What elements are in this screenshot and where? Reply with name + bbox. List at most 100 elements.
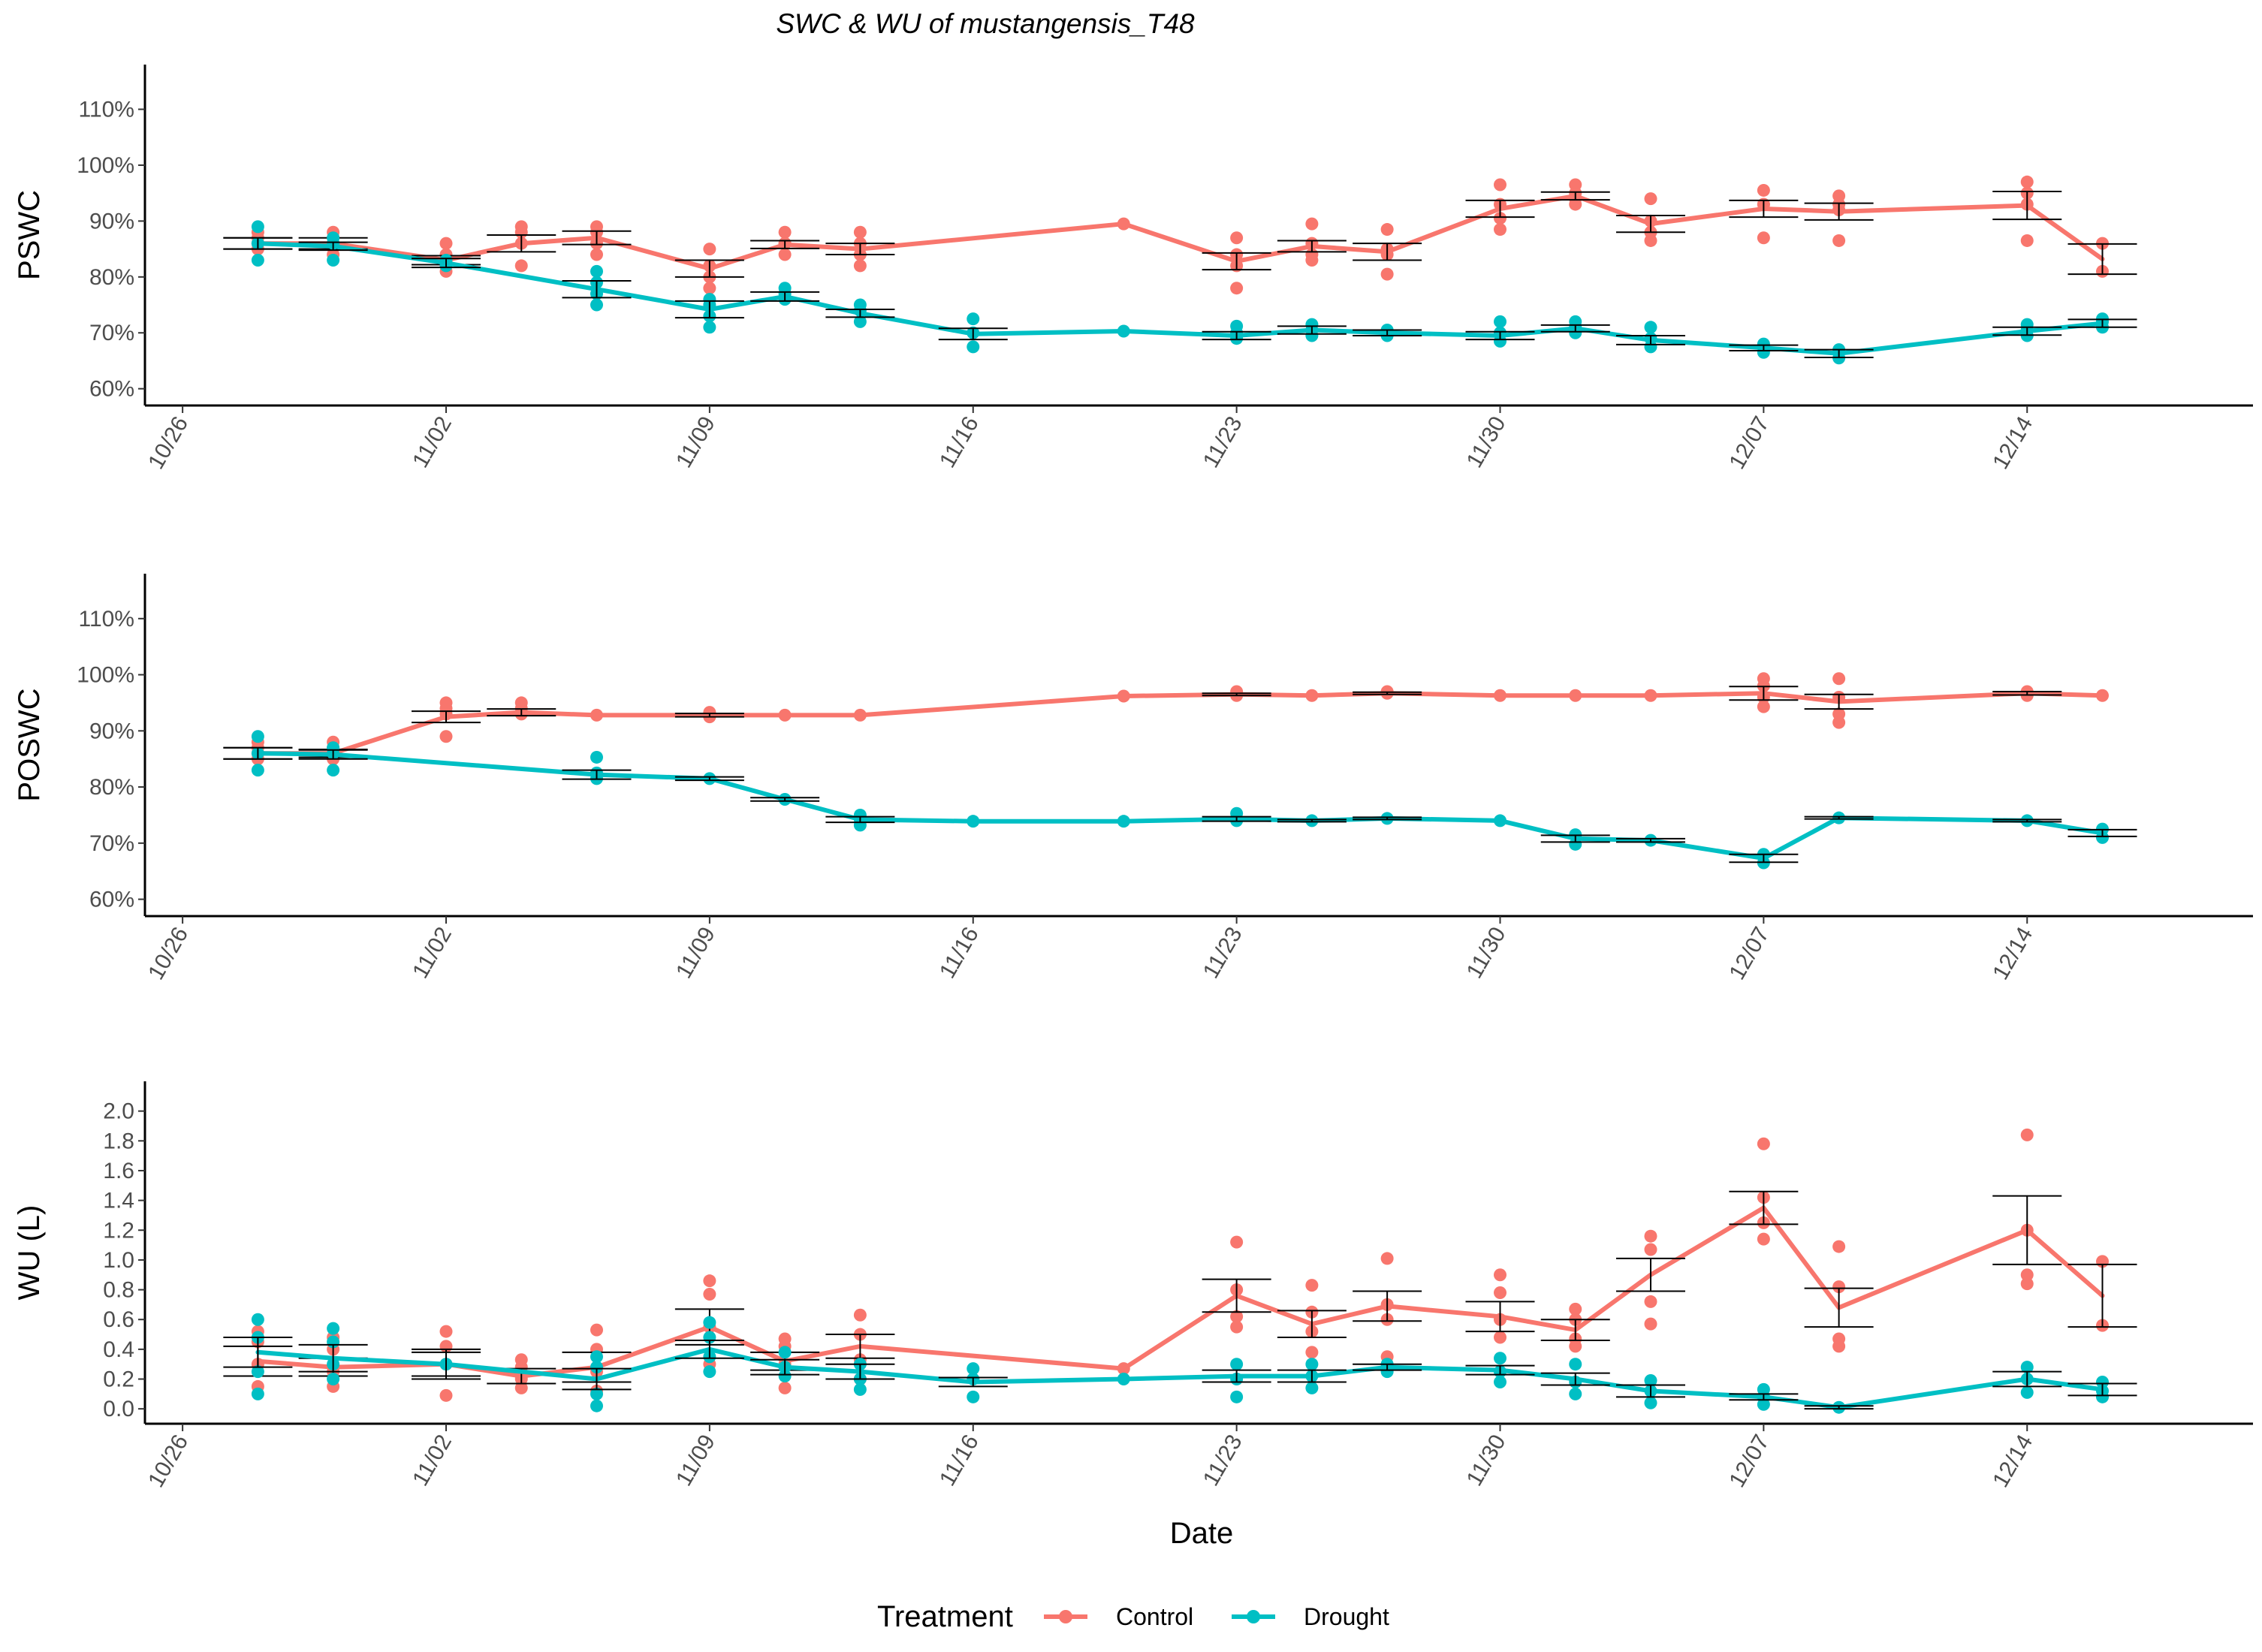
- series-line: [255, 1346, 2105, 1410]
- y-tick-label: 100%: [77, 153, 134, 178]
- legend-label: Drought: [1304, 1603, 1389, 1630]
- panel-2: 60% 70% 80% 90% 100% 110% POSWC 10/26 11/02 11/09…: [13, 574, 2253, 984]
- error-bar: [562, 230, 632, 246]
- data-point: [439, 1388, 453, 1402]
- data-point: [590, 1399, 603, 1412]
- data-point: [1230, 282, 1244, 295]
- data-point: [1230, 1310, 1244, 1323]
- legend: Treatment Control Drought: [877, 1600, 1389, 1633]
- x-tick-label: 10/26: [143, 1430, 193, 1492]
- panel-1: 60% 70% 80% 90% 100% 110% PSWC 10/26 11/02 11/09 1…: [13, 65, 2253, 474]
- data-point: [251, 764, 264, 777]
- error-bar: [562, 769, 632, 780]
- error-bar: [1202, 1369, 1271, 1383]
- error-bar: [1277, 325, 1347, 335]
- error-bar: [825, 815, 895, 824]
- y-tick-label: 90%: [89, 209, 134, 234]
- data-point: [1494, 1352, 1506, 1365]
- error-bar: [1616, 1384, 1685, 1398]
- data-point: [1644, 1396, 1657, 1409]
- data-point: [778, 1332, 792, 1346]
- y-tick-label: 1.4: [103, 1189, 134, 1213]
- data-point: [778, 248, 792, 261]
- error-bar: [674, 259, 744, 278]
- data-point: [1832, 1280, 1846, 1294]
- error-bar: [750, 240, 820, 249]
- error-bar: [1277, 240, 1347, 253]
- error-bar: [1804, 1287, 1874, 1328]
- data-point: [2020, 175, 2034, 188]
- error-bar: [1465, 1364, 1535, 1376]
- error-bar: [1616, 214, 1685, 234]
- data-point: [327, 764, 340, 777]
- error-bar: [2067, 243, 2137, 276]
- series-drought: [223, 730, 2137, 870]
- data-point: [1832, 707, 1846, 721]
- x-tick-label: 11/09: [671, 1430, 720, 1491]
- data-point: [1494, 315, 1506, 328]
- error-bar: [938, 1376, 1008, 1388]
- data-point: [1757, 1137, 1770, 1150]
- x-tick-label: 12/14: [1988, 412, 2037, 474]
- data-point: [853, 225, 867, 239]
- data-point: [1569, 178, 1582, 191]
- error-bar: [825, 1363, 895, 1380]
- error-bar: [223, 237, 293, 250]
- data-point: [590, 264, 603, 278]
- series-drought: [223, 1313, 2137, 1414]
- data-point: [251, 253, 264, 267]
- data-point: [439, 1325, 453, 1338]
- data-point: [514, 696, 528, 710]
- error-bar: [412, 258, 481, 269]
- error-bar: [1202, 330, 1271, 341]
- data-point: [251, 730, 264, 743]
- data-point: [1230, 1320, 1244, 1334]
- x-tick-label: 11/09: [671, 923, 720, 983]
- x-tick-label: 12/14: [1988, 923, 2037, 984]
- error-bar: [1616, 334, 1685, 345]
- data-point: [1230, 231, 1244, 245]
- x-tick-label: 11/16: [935, 923, 984, 983]
- series-control: [223, 672, 2109, 766]
- error-bar: [1992, 1195, 2062, 1265]
- y-tick-label: 1.8: [103, 1129, 134, 1153]
- error-bar: [1353, 691, 1422, 695]
- data-point: [1644, 192, 1657, 206]
- y-tick-label: 0.0: [103, 1397, 134, 1421]
- data-point: [703, 1274, 716, 1288]
- error-bar: [1202, 692, 1271, 697]
- x-axis-label: Date: [1170, 1517, 1234, 1550]
- error-bar: [938, 327, 1008, 341]
- y-tick-label: 1.2: [103, 1218, 134, 1243]
- error-bar: [1353, 243, 1422, 261]
- data-point: [2020, 1385, 2034, 1399]
- error-bar: [2067, 828, 2137, 837]
- x-tick-label: 11/30: [1462, 412, 1511, 472]
- data-point: [1644, 1374, 1657, 1388]
- y-tick-label: 70%: [89, 321, 134, 345]
- x-tick-label: 11/30: [1462, 1430, 1511, 1491]
- x-tick-label: 11/23: [1199, 1430, 1247, 1491]
- x-tick-label: 11/02: [408, 1430, 457, 1491]
- data-point: [1832, 1332, 1846, 1346]
- error-bar: [487, 234, 556, 253]
- series-line: [255, 1205, 2105, 1379]
- x-tick-label: 12/07: [1724, 412, 1774, 474]
- y-tick-label: 110%: [78, 607, 134, 632]
- x-tick-label: 12/14: [1988, 1430, 2037, 1492]
- data-point: [853, 1382, 867, 1396]
- data-point: [1230, 1358, 1244, 1371]
- y-tick-label: 80%: [89, 265, 134, 290]
- series-control: [223, 1128, 2137, 1402]
- data-point: [853, 1308, 867, 1322]
- data-point: [778, 225, 792, 239]
- error-bar: [1202, 1278, 1271, 1313]
- data-point: [1644, 1229, 1657, 1243]
- data-point: [590, 248, 603, 261]
- data-point: [1757, 183, 1770, 197]
- data-point: [778, 1370, 792, 1383]
- error-bar: [674, 1339, 744, 1359]
- error-bar: [1992, 190, 2062, 221]
- data-point: [1305, 1381, 1319, 1394]
- error-bar: [1540, 324, 1610, 333]
